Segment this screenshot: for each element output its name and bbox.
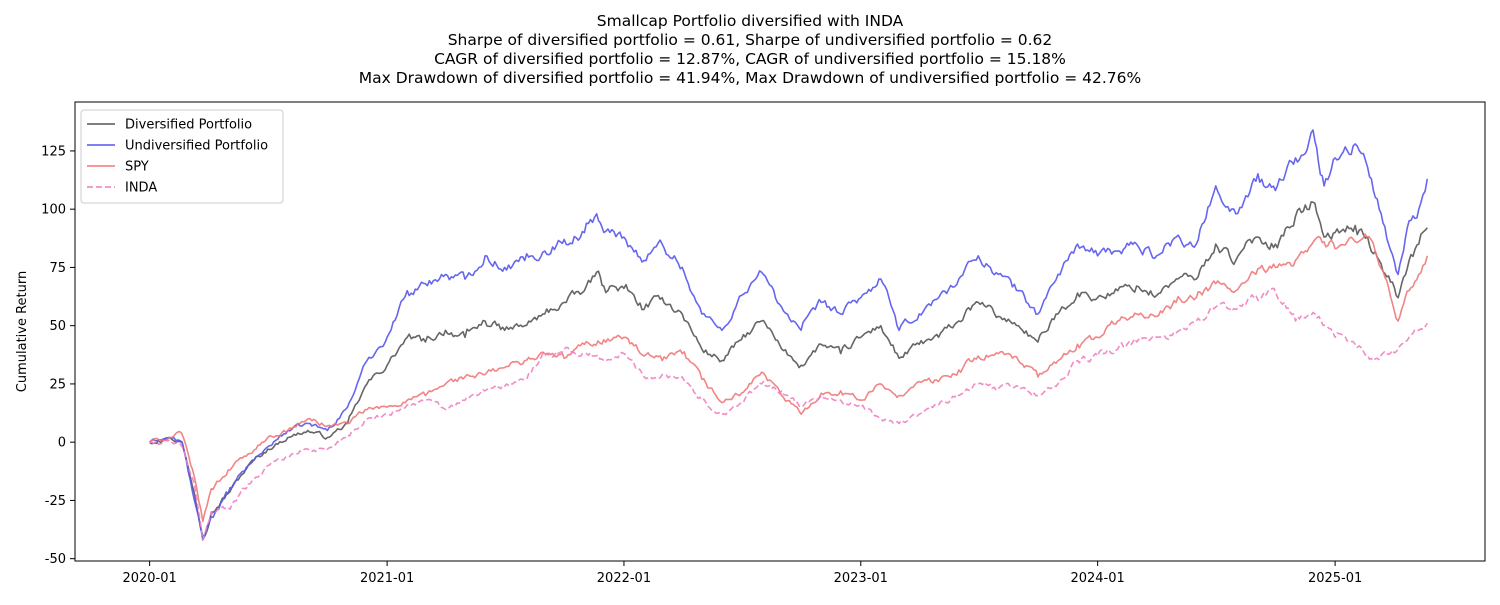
x-tick-label: 2025-01 bbox=[1308, 571, 1362, 586]
chart-title: Smallcap Portfolio diversified with INDA bbox=[596, 12, 904, 30]
x-axis: 2020-01 2021-01 2022-01 2023-01 2024-01 2025-… bbox=[122, 561, 1362, 586]
chart-subtitle-drawdown: Max Drawdown of diversified portfolio = … bbox=[358, 69, 1142, 87]
chart-subtitle-cagr: CAGR of diversified portfolio = 12.87%, … bbox=[434, 50, 1066, 68]
y-axis-label: Cumulative Return bbox=[15, 271, 30, 392]
y-tick-label: -25 bbox=[45, 494, 66, 509]
y-tick-label: 25 bbox=[49, 377, 66, 392]
plot-frame bbox=[74, 101, 1486, 562]
series-layer bbox=[149, 129, 1429, 541]
legend-label: Diversified Portfolio bbox=[125, 118, 252, 133]
y-axis: -50 -25 0 25 50 75 100 125 bbox=[41, 144, 75, 567]
y-tick-label: 100 bbox=[41, 203, 66, 218]
legend-label: SPY bbox=[125, 160, 149, 175]
series-line-undiversified-portfolio bbox=[149, 129, 1429, 541]
series-line-inda bbox=[149, 287, 1428, 541]
legend-box bbox=[80, 109, 284, 204]
x-tick-label: 2023-01 bbox=[834, 571, 888, 586]
y-tick-label: -50 bbox=[45, 552, 66, 567]
x-tick-label: 2024-01 bbox=[1070, 571, 1124, 586]
x-tick-label: 2021-01 bbox=[360, 571, 414, 586]
y-tick-label: 0 bbox=[58, 436, 66, 451]
chart-title-block: Smallcap Portfolio diversified with INDA… bbox=[0, 12, 1500, 88]
y-tick-label: 50 bbox=[49, 319, 66, 334]
legend-label: INDA bbox=[125, 181, 157, 196]
series-line-diversified-portfolio bbox=[149, 201, 1428, 537]
series-line-spy bbox=[149, 233, 1429, 523]
chart-subtitle-sharpe: Sharpe of diversified portfolio = 0.61, … bbox=[447, 31, 1053, 49]
legend: Diversified Portfolio Undiversified Portf… bbox=[80, 109, 284, 204]
y-tick-label: 75 bbox=[49, 261, 66, 276]
x-tick-label: 2022-01 bbox=[597, 571, 651, 586]
x-tick-label: 2020-01 bbox=[122, 571, 176, 586]
legend-label: Undiversified Portfolio bbox=[125, 139, 268, 154]
y-tick-label: 125 bbox=[41, 144, 66, 159]
